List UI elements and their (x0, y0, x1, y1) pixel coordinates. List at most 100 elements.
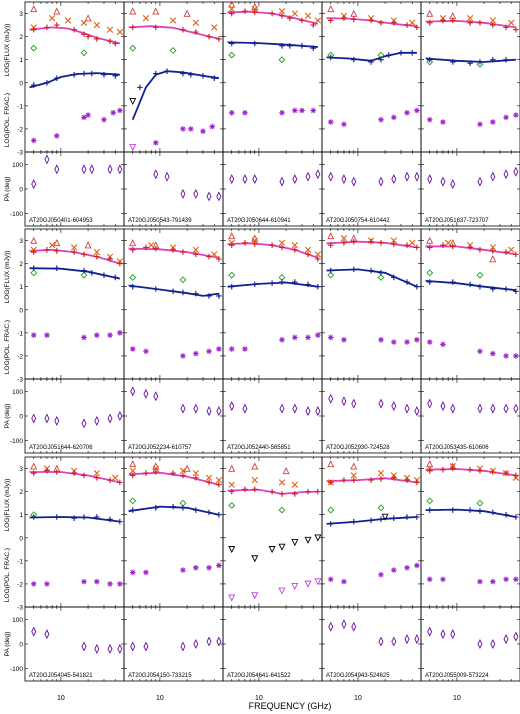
pol-flux-point (89, 70, 95, 77)
pol-flux-point (378, 270, 384, 276)
diamond-point (476, 60, 484, 68)
flux-point (350, 477, 357, 483)
pa-point (143, 388, 149, 399)
diamond-point (129, 44, 137, 52)
flux-axes (321, 228, 422, 380)
pol-frac-point (129, 569, 136, 576)
flux-point (71, 249, 77, 255)
cross-point (304, 12, 312, 20)
flux-point (269, 10, 275, 17)
y-axis-label-polfrac: LOG(POL. FRAC.) (4, 93, 11, 147)
flux-point (513, 26, 519, 33)
cross-point (466, 14, 474, 22)
pol-flux-point (279, 279, 285, 285)
pa-point (94, 415, 100, 426)
pol-flux-point (404, 514, 410, 520)
pol-flux-point (513, 514, 519, 520)
triangle-point (84, 14, 92, 22)
triangle-point (152, 7, 160, 15)
pol-flux-point (206, 293, 212, 299)
x-tick-label: 10 (255, 695, 263, 702)
pa-point (490, 638, 496, 650)
pol-frac-point (94, 578, 100, 585)
flux-point (350, 238, 357, 245)
pa-point (153, 169, 159, 180)
pol-frac-point (477, 348, 483, 355)
frac-limit-point (314, 578, 322, 586)
source-name: AT20GJ052234-610757 (128, 445, 192, 451)
pa-point (513, 631, 519, 642)
flux-fit-line (128, 471, 220, 486)
flux-point (299, 17, 305, 24)
flux-fit-line (425, 19, 517, 29)
cross-point (205, 474, 213, 481)
flux-point (279, 13, 285, 19)
flux-point (180, 249, 186, 255)
pol-flux-point (101, 71, 107, 78)
y-tick-label: -2 (17, 581, 23, 588)
cross-point (48, 241, 56, 249)
pol-flux-point (414, 283, 420, 290)
flux-point (426, 244, 433, 251)
cross-point (179, 467, 187, 475)
panel: AT20GJ052440-565851 (222, 228, 323, 454)
frac-limit-point (304, 580, 312, 588)
flux-point (426, 468, 433, 474)
source-name: AT20GJ054150-733215 (128, 673, 192, 679)
flux-point (315, 488, 321, 495)
y-axis-label-pa: PA (deg) (4, 404, 11, 429)
y-tick-label: 0 (19, 414, 23, 421)
pol-frac-point (53, 133, 60, 139)
flux-point (170, 470, 176, 476)
pol-limit-point (314, 534, 322, 542)
source-name: AT20GJ050401-604953 (29, 218, 93, 224)
flux-point (117, 260, 123, 267)
flux-point (414, 479, 420, 486)
flux-fit-line (326, 240, 418, 249)
pol-flux-point (228, 283, 235, 290)
pol-flux-point (378, 516, 384, 523)
pol-frac-point (180, 126, 186, 132)
pa-point (341, 174, 347, 185)
cross-point (278, 239, 286, 247)
flux-point (251, 241, 258, 247)
pol-flux-point (152, 70, 159, 77)
flux-point (94, 36, 100, 42)
pa-point (81, 164, 87, 175)
pa-point (440, 176, 446, 187)
pa-point (414, 406, 420, 417)
pa-point (292, 174, 298, 185)
flux-point (94, 253, 100, 260)
diamond-point (327, 271, 335, 279)
pol-frac-point (414, 107, 420, 114)
diamond-point (80, 49, 88, 57)
pol-frac-point (477, 121, 483, 128)
pol-frac-point (206, 348, 212, 355)
pol-frac-point (180, 567, 186, 573)
pol-flux-point (180, 70, 186, 77)
pol-frac-point (44, 581, 50, 587)
triangle-point (282, 467, 290, 475)
pol-flux-point (94, 514, 100, 520)
diamond-point (169, 47, 177, 54)
y-tick-label: 0 (19, 307, 23, 314)
pol-flux-point (152, 286, 159, 292)
flux-point (30, 470, 37, 476)
pol-flux-point (490, 286, 496, 292)
pa-point (44, 413, 50, 424)
pol-limit-point (278, 543, 286, 551)
pol-fit-line (326, 51, 417, 62)
y-tick-label: 1 (19, 512, 23, 519)
y-tick-label: -100 (10, 438, 23, 445)
pol-flux-point (386, 52, 392, 58)
pa-axes (222, 606, 323, 682)
flux-point (378, 240, 384, 246)
flux-point (477, 468, 483, 474)
pol-flux-point (216, 511, 222, 518)
pol-frac-point (391, 339, 397, 345)
y-axis-label-flux: LOG(FLUX (mJy)) (4, 479, 11, 532)
triangle-point (30, 236, 38, 244)
pa-point (315, 406, 321, 417)
pol-flux-point (89, 270, 95, 276)
flux-point (117, 479, 123, 486)
